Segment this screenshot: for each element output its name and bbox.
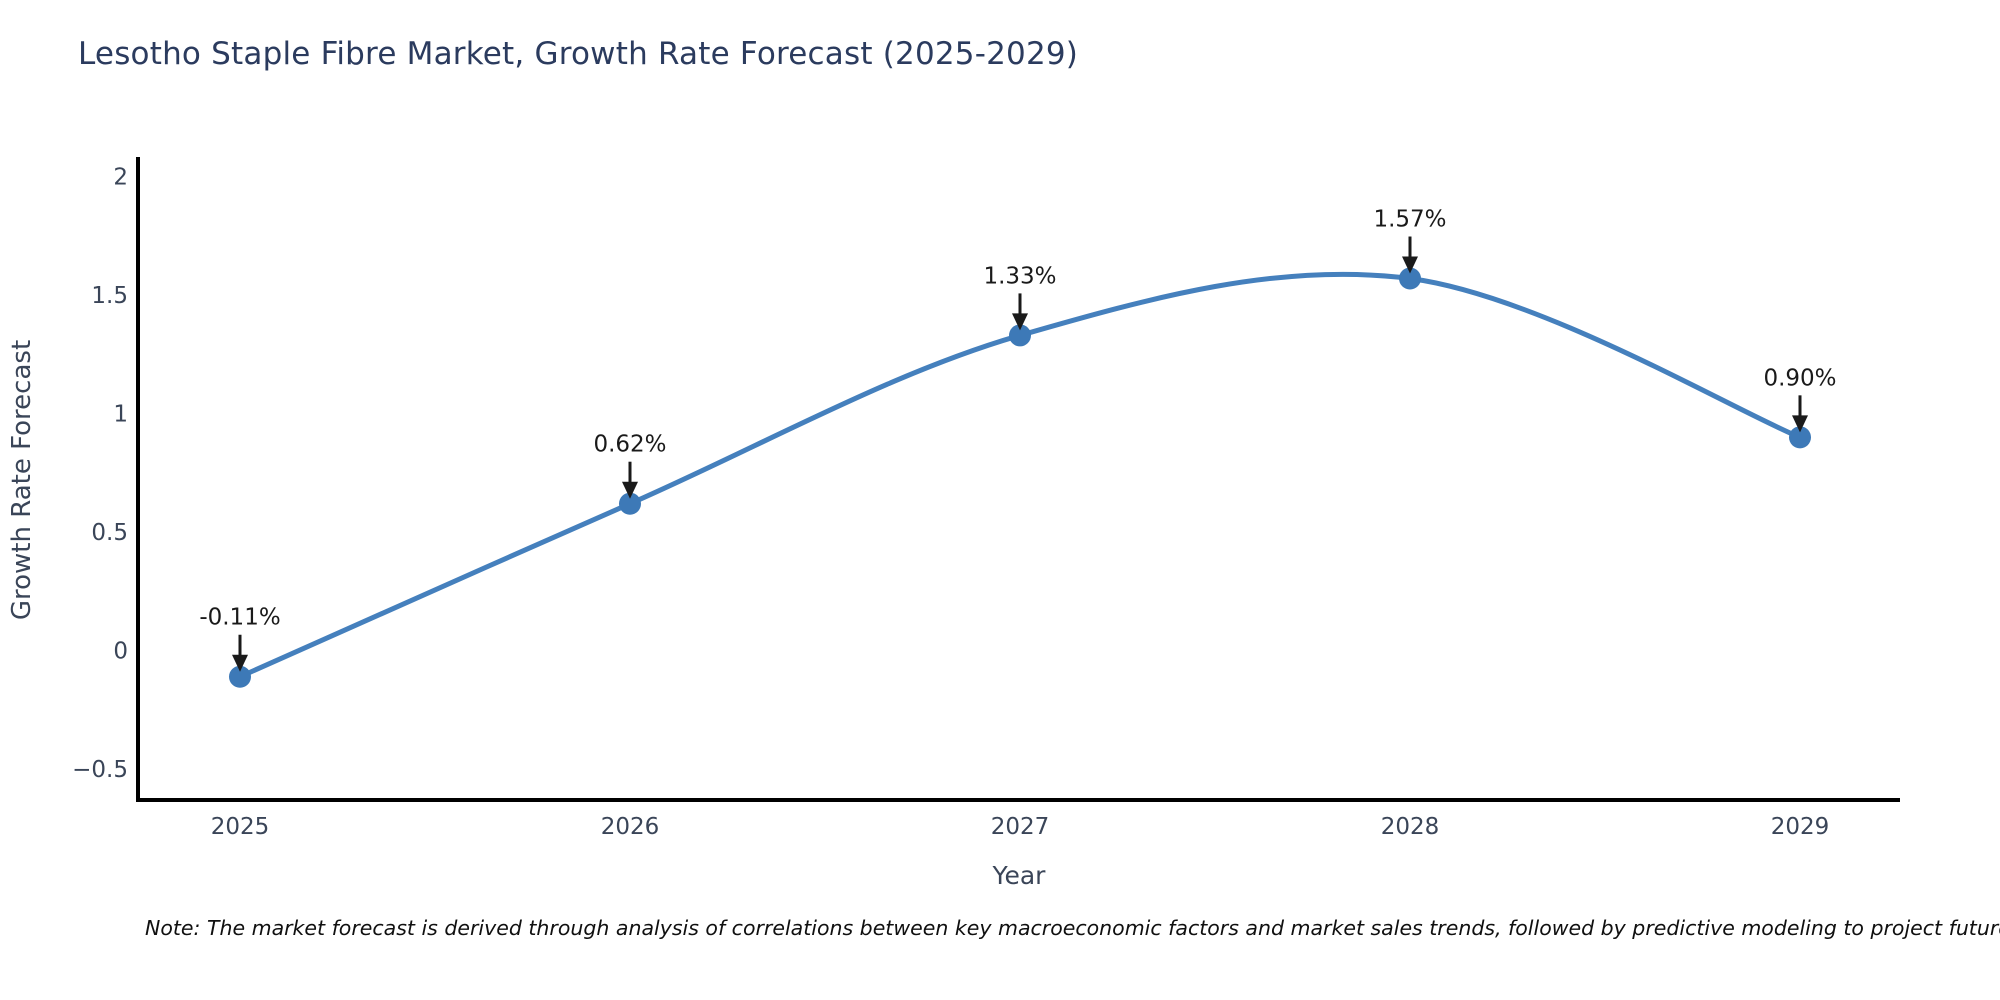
y-tick-label: 1: [113, 402, 128, 428]
x-axis-title: Year: [992, 861, 1047, 890]
y-tick-label: 0: [113, 639, 128, 665]
data-point-label: 0.90%: [1763, 365, 1836, 391]
x-tick-label: 2027: [991, 814, 1050, 840]
annotation-arrowhead-icon: [622, 481, 638, 499]
annotation-arrowhead-icon: [1402, 256, 1418, 274]
y-axis-title: Growth Rate Forecast: [7, 340, 37, 620]
data-point-label: 0.62%: [593, 432, 666, 458]
data-point-marker: [229, 665, 251, 688]
annotation-arrowhead-icon: [232, 654, 248, 672]
data-point-label: -0.11%: [199, 605, 280, 631]
x-tick-label: 2025: [211, 814, 270, 840]
data-point-marker: [1009, 324, 1031, 347]
data-point-marker: [1789, 426, 1811, 449]
annotation-arrowhead-icon: [1012, 313, 1028, 331]
data-point-marker: [1399, 267, 1421, 290]
data-point-marker: [619, 492, 641, 515]
y-tick-label: 2: [113, 165, 128, 191]
x-tick-label: 2028: [1381, 814, 1440, 840]
x-tick-label: 2026: [601, 814, 660, 840]
y-tick-label: 1.5: [91, 283, 128, 309]
data-point-label: 1.33%: [983, 263, 1056, 289]
annotation-arrowhead-icon: [1792, 415, 1808, 433]
y-tick-label: −0.5: [72, 757, 128, 783]
x-tick-label: 2029: [1771, 814, 1830, 840]
footnote: Note: The market forecast is derived thr…: [145, 916, 2000, 940]
chart-title: Lesotho Staple Fibre Market, Growth Rate…: [78, 36, 1079, 72]
y-tick-label: 0.5: [91, 520, 128, 546]
data-point-label: 1.57%: [1373, 207, 1446, 233]
